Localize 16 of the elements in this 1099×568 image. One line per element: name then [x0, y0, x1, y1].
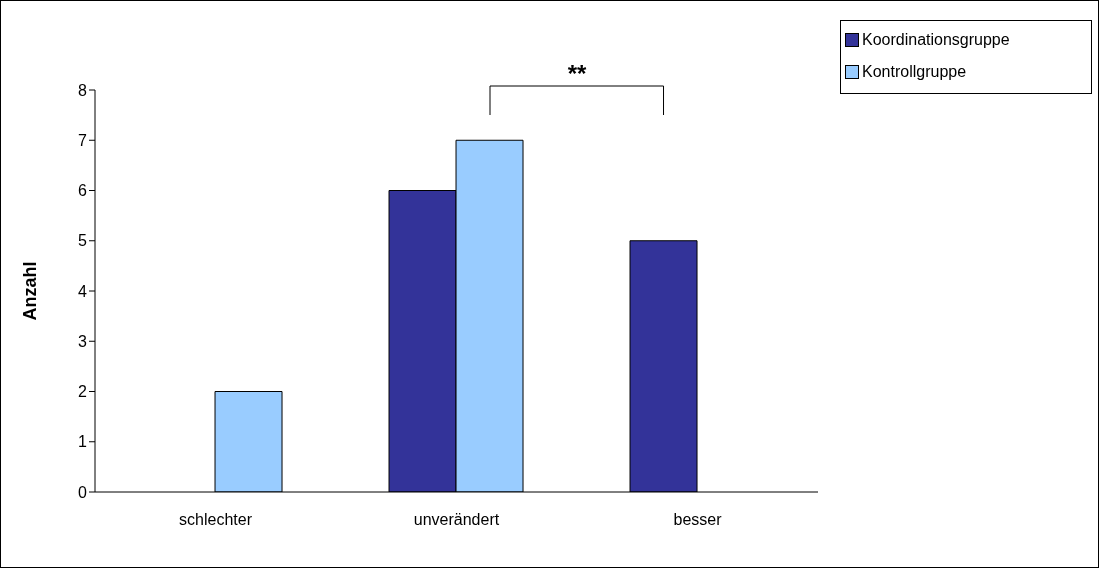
- x-tick-label: schlechter: [179, 511, 253, 529]
- y-tick-label: 6: [78, 182, 88, 200]
- x-tick-label: besser: [673, 511, 723, 529]
- legend-label: Kontrollgruppe: [862, 63, 967, 81]
- y-axis-title: Anzahl: [20, 261, 41, 321]
- y-tick-label: 2: [78, 383, 88, 401]
- legend-label: Koordinationsgruppe: [862, 31, 1010, 49]
- y-tick-label: 5: [78, 232, 88, 250]
- y-tick-label: 7: [78, 131, 88, 149]
- y-tick-label: 4: [78, 282, 88, 300]
- y-tick-label: 1: [78, 433, 88, 451]
- text: **: [566, 60, 588, 89]
- y-tick-label: 0: [78, 483, 88, 501]
- x-tick-label: unverändert: [413, 511, 500, 529]
- y-tick-label: 8: [78, 81, 88, 99]
- y-tick-label: 3: [78, 332, 88, 350]
